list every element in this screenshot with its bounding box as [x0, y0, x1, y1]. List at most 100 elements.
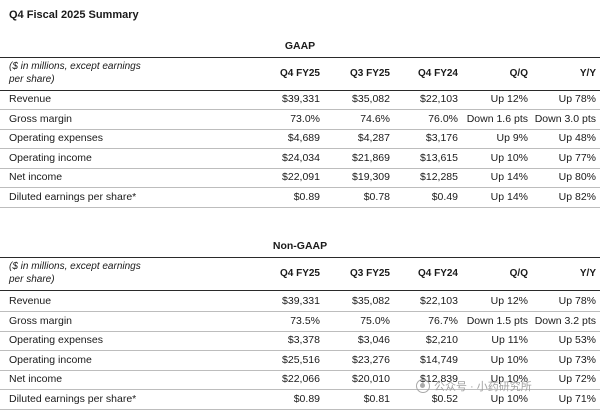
table-cell: $19,309: [352, 171, 390, 183]
table-row: Diluted earnings per share* $0.89 $0.81 $0.…: [0, 390, 600, 410]
table-cell: Down 1.6 pts: [466, 112, 528, 125]
table-row: Operating expenses $4,689 $4,287 $3,176 Up 9…: [0, 129, 600, 149]
table-cell: $0.89: [293, 190, 320, 203]
table-cell: 75.0%: [360, 314, 390, 327]
table-cell: $12,839: [420, 373, 458, 385]
table-row: Operating income $25,516 $23,276 $14,749 Up …: [0, 351, 600, 371]
table-description: per share): [9, 74, 55, 85]
column-header: Q4 FY24: [417, 268, 458, 279]
column-header: Q4 FY25: [279, 68, 320, 79]
table-cell: $35,082: [352, 295, 390, 307]
table-cell: Up 12%: [490, 93, 528, 105]
table-cell: Up 12%: [490, 295, 528, 307]
column-header: Y/Y: [579, 268, 596, 279]
table-cell: $22,103: [420, 93, 458, 105]
table-cell: $0.81: [363, 392, 390, 405]
table-cell: $0.78: [363, 190, 390, 203]
table-cell: $39,331: [282, 295, 320, 307]
column-header: Q4 FY24: [417, 68, 458, 79]
row-label: Diluted earnings per share*: [9, 392, 137, 405]
row-label: Operating income: [9, 151, 92, 164]
row-label: Gross margin: [9, 314, 73, 327]
table-description: ($ in millions, except earnings: [9, 261, 141, 272]
table-cell: Up 82%: [558, 190, 596, 203]
column-header: Q/Q: [509, 268, 528, 279]
table-cell: $14,749: [420, 353, 458, 366]
table-row: Gross margin 73.0% 74.6% 76.0% Down 1.6 pts D…: [0, 110, 600, 130]
watermark-text: 公众号 · 小药研究所: [434, 381, 532, 393]
table-cell: $22,103: [420, 295, 458, 307]
table-cell: 74.6%: [360, 112, 390, 125]
column-header: Q3 FY25: [349, 268, 390, 279]
table-cell: $0.52: [431, 392, 458, 405]
table-row: Revenue $39,331 $35,082 $22,103 Up 12% Up 78%: [0, 292, 600, 312]
column-header: Q/Q: [509, 68, 528, 79]
table-cell: $4,287: [357, 132, 390, 144]
table-header: ($ in millions, except earnings per shar…: [0, 57, 600, 91]
table-cell: 73.5%: [290, 314, 320, 327]
column-header: Q3 FY25: [349, 68, 390, 79]
watermark: 公众号 · 小药研究所: [416, 378, 532, 394]
table-cell: Up 11%: [491, 334, 528, 346]
table-cell: Up 53%: [558, 334, 596, 346]
table-cell: 73.0%: [290, 112, 320, 125]
table-cell: $3,046: [357, 334, 390, 346]
table-cell: Up 14%: [490, 190, 528, 203]
table-description: per share): [9, 274, 55, 285]
table-cell: $23,276: [352, 353, 390, 366]
table-row: Revenue $39,331 $35,082 $22,103 Up 12% Up 78%: [0, 90, 600, 110]
table-cell: Up 72%: [558, 373, 596, 385]
table-cell: Down 3.2 pts: [534, 314, 596, 327]
table-cell: Up 71%: [558, 392, 596, 405]
section-heading: Non-GAAP: [272, 240, 328, 252]
table-description: ($ in millions, except earnings: [9, 61, 141, 72]
column-header: Q4 FY25: [279, 268, 320, 279]
section-heading: GAAP: [284, 40, 316, 52]
table-cell: Up 10%: [490, 151, 528, 164]
table-cell: Down 1.5 pts: [466, 314, 528, 327]
table-cell: $35,082: [352, 93, 390, 105]
table-cell: $22,091: [282, 171, 320, 183]
table-cell: $13,615: [420, 151, 458, 164]
row-label: Operating expenses: [9, 132, 103, 144]
row-label: Revenue: [9, 295, 52, 307]
table-cell: $4,689: [287, 132, 320, 144]
wechat-logo-icon: [416, 379, 430, 393]
row-label: Operating expenses: [9, 334, 103, 346]
table-cell: Up 73%: [558, 353, 596, 366]
table-cell: $2,210: [425, 334, 458, 346]
table-row: Operating expenses $3,378 $3,046 $2,210 Up 1…: [0, 331, 600, 351]
table-cell: Up 80%: [558, 171, 596, 183]
table-cell: $3,378: [287, 334, 320, 346]
table-cell: Up 48%: [558, 132, 596, 144]
table-cell: $39,331: [282, 93, 320, 105]
table-header: ($ in millions, except earnings per shar…: [0, 257, 600, 291]
row-label: Operating income: [9, 353, 92, 366]
table-row: Diluted earnings per share* $0.89 $0.78 $0.…: [0, 188, 600, 208]
table-cell: Up 9%: [496, 132, 528, 144]
table-cell: Up 10%: [490, 373, 528, 385]
table-row: Operating income $24,034 $21,869 $13,615 Up …: [0, 149, 600, 169]
table-cell: Up 10%: [490, 353, 528, 366]
row-label: Revenue: [9, 93, 52, 105]
table-cell: Down 3.0 pts: [534, 112, 596, 125]
table-cell: $0.89: [293, 392, 320, 405]
table-cell: Up 78%: [558, 295, 596, 307]
table-cell: Up 78%: [558, 93, 596, 105]
table-cell: $25,516: [282, 353, 320, 366]
table-row: Net income $22,066 $20,010 $12,839 Up 10% Up …: [0, 370, 600, 390]
page-title: Q4 Fiscal 2025 Summary: [9, 9, 139, 21]
column-header: Y/Y: [579, 68, 596, 79]
table-cell: Up 14%: [490, 171, 528, 183]
table-cell: $21,869: [352, 151, 390, 164]
table-row: Gross margin 73.5% 75.0% 76.7% Down 1.5 pts D…: [0, 312, 600, 332]
table-cell: $3,176: [425, 132, 458, 144]
table-cell: 76.0%: [428, 112, 458, 125]
table-cell: $22,066: [282, 373, 320, 385]
table-cell: $20,010: [352, 373, 390, 385]
table-cell: Up 10%: [490, 392, 528, 405]
row-label: Diluted earnings per share*: [9, 190, 137, 203]
table-cell: Up 77%: [558, 151, 596, 164]
row-label: Net income: [9, 171, 63, 183]
table-cell: $12,285: [420, 171, 458, 183]
